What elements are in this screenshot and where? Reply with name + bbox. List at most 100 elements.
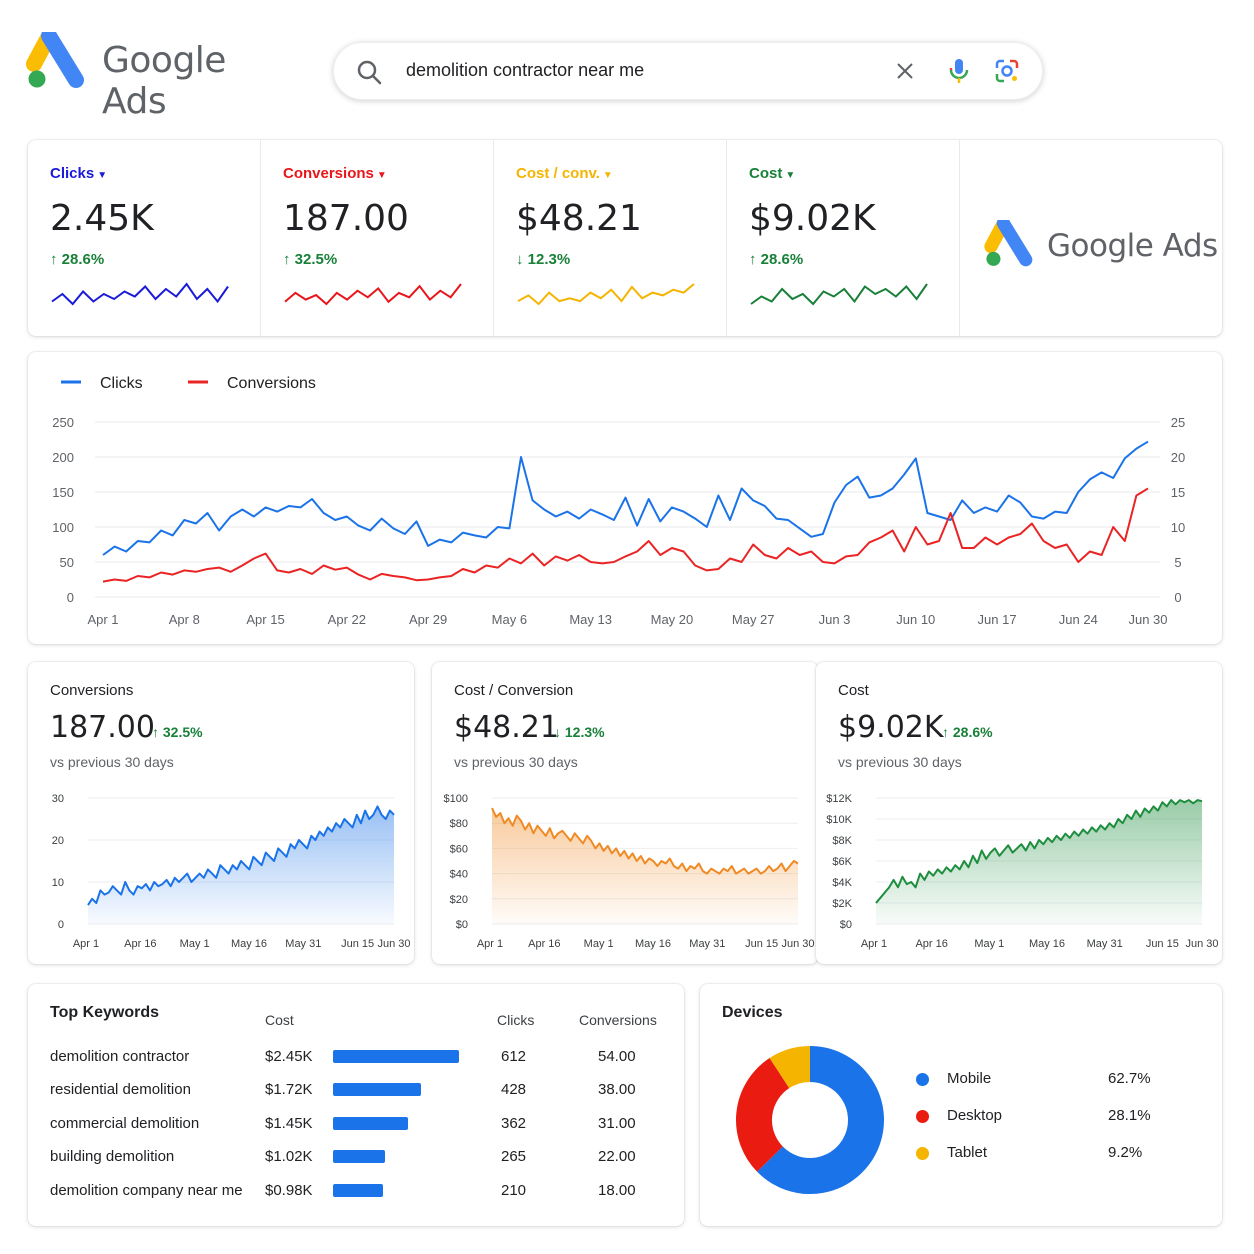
cost-bar <box>333 1150 385 1163</box>
y-axis-tick-label: $0 <box>456 919 468 931</box>
x-axis-tick-label: Jun 10 <box>896 612 935 627</box>
cost-cell: $1.72K <box>265 1081 313 1098</box>
kpi-label[interactable]: Clicks ▼ <box>50 165 108 182</box>
kpi-delta: ↑ 28.6% <box>749 251 804 268</box>
cost-bar <box>333 1184 383 1197</box>
conversions-cell: 18.00 <box>598 1182 636 1199</box>
devices-card: Devices Mobile 62.7% Desktop 28.1% Table… <box>700 984 1222 1226</box>
x-axis-tick-label: May 27 <box>732 612 775 627</box>
conversions-cell: 22.00 <box>598 1148 636 1165</box>
x-axis-tick-label: May 16 <box>231 938 267 950</box>
arrow-down-icon: ↓ <box>554 724 565 740</box>
kpi-sparkline <box>284 283 462 306</box>
x-axis-tick-label: May 13 <box>569 612 612 627</box>
y-axis-tick-label: 50 <box>60 555 74 570</box>
y-axis-right-tick-label: 0 <box>1174 590 1181 605</box>
kpi-card-clicks[interactable]: Clicks ▼ 2.45K ↑ 28.6% <box>28 140 261 336</box>
caret-down-icon: ▼ <box>602 170 613 181</box>
clicks-cell: 265 <box>501 1148 527 1165</box>
y-axis-tick-label: 0 <box>58 919 64 931</box>
y-axis-tick-label: 30 <box>52 793 64 805</box>
cost-cell: $0.98K <box>265 1182 313 1199</box>
kpi-sparkline <box>750 283 928 306</box>
donut-slice-mobile[interactable] <box>757 1046 884 1194</box>
kpi-sparkline <box>51 282 229 306</box>
y-axis-tick-label: $20 <box>450 894 468 906</box>
google-lens-icon[interactable] <box>994 58 1020 84</box>
legend-label: Conversions <box>227 375 316 392</box>
table-row[interactable]: commercial demolition $1.45K 362 31.00 <box>28 1115 684 1149</box>
legend-item-desktop[interactable]: Desktop 28.1% <box>916 1107 1156 1129</box>
kpi-card-cost[interactable]: Cost ▼ $9.02K ↑ 28.6% <box>727 140 960 336</box>
legend-dot <box>916 1110 929 1123</box>
legend-dot <box>916 1073 929 1086</box>
x-axis-tick-label: Apr 16 <box>528 938 560 950</box>
cost-card: Cost $9.02K ↑ 28.6% vs previous 30 days … <box>816 662 1222 964</box>
card-delta: ↑ 32.5% <box>152 724 203 740</box>
table-row[interactable]: demolition company near me $0.98K 210 18… <box>28 1182 684 1216</box>
x-axis-tick-label: May 16 <box>635 938 671 950</box>
close-icon[interactable] <box>894 60 916 82</box>
y-axis-tick-label: $12K <box>826 793 852 805</box>
legend-item-mobile[interactable]: Mobile 62.7% <box>916 1070 1156 1092</box>
sparkline-series <box>284 283 462 306</box>
kpi-value: $48.21 <box>516 198 642 239</box>
y-axis-tick-label: $2K <box>832 898 852 910</box>
keyword-cell: demolition contractor <box>50 1048 190 1065</box>
cost-bar <box>333 1083 421 1096</box>
clicks-cell: 210 <box>501 1182 527 1199</box>
card-title: Devices <box>722 1004 783 1021</box>
x-axis-tick-label: Apr 1 <box>87 612 118 627</box>
kpi-label[interactable]: Cost ▼ <box>749 165 796 182</box>
legend-item-tablet[interactable]: Tablet 9.2% <box>916 1144 1156 1166</box>
kpi-delta: ↓ 12.3% <box>516 251 571 268</box>
google-ads-logo: Google Ads <box>26 30 286 122</box>
kpi-label[interactable]: Cost / conv. ▼ <box>516 165 613 182</box>
x-axis-tick-label: Apr 1 <box>73 938 99 950</box>
x-axis-tick-label: Apr 29 <box>409 612 447 627</box>
donut-slice-desktop[interactable] <box>736 1058 790 1172</box>
legend-percent: 28.1% <box>1108 1107 1151 1124</box>
search-input[interactable]: demolition contractor near me <box>406 60 645 80</box>
x-axis-tick-label: Jun 3 <box>819 612 851 627</box>
y-axis-tick-label: $60 <box>450 843 468 855</box>
kpi-card-cost-per-conv[interactable]: Cost / conv. ▼ $48.21 ↓ 12.3% <box>494 140 727 336</box>
y-axis-tick-label: $8K <box>832 835 852 847</box>
x-axis-tick-label: May 31 <box>1087 938 1123 950</box>
table-row[interactable]: residential demolition $1.72K 428 38.00 <box>28 1081 684 1115</box>
conversions-cell: 54.00 <box>598 1048 636 1065</box>
y-axis-tick-label: 20 <box>52 835 64 847</box>
sparkline-series <box>750 283 928 306</box>
legend-dot <box>916 1147 929 1160</box>
series-line <box>87 805 395 906</box>
y-axis-tick-label: 100 <box>52 520 74 535</box>
card-delta: ↓ 12.3% <box>554 724 605 740</box>
donut-slice-tablet[interactable] <box>769 1046 811 1089</box>
series-line <box>491 807 799 875</box>
column-header-conversions[interactable]: Conversions <box>579 1012 657 1028</box>
microphone-icon[interactable] <box>948 57 970 85</box>
top-keywords-table: Top Keywords Cost Clicks Conversions dem… <box>28 984 684 1226</box>
cost-cell: $1.45K <box>265 1115 313 1132</box>
x-axis-tick-label: Jun 30 <box>1185 938 1218 950</box>
y-axis-tick-label: 150 <box>52 485 74 500</box>
table-row[interactable]: building demolition $1.02K 265 22.00 <box>28 1148 684 1182</box>
x-axis-tick-label: Jun 17 <box>978 612 1017 627</box>
table-row[interactable]: demolition contractor $2.45K 612 54.00 <box>28 1048 684 1082</box>
column-header-cost[interactable]: Cost <box>265 1012 294 1028</box>
column-header-clicks[interactable]: Clicks <box>497 1012 535 1028</box>
keyword-cell: demolition company near me <box>50 1182 243 1199</box>
x-axis-tick-label: Jun 15 <box>1146 938 1179 950</box>
search-bar[interactable]: demolition contractor near me <box>333 42 1043 100</box>
x-axis-tick-label: May 1 <box>180 938 210 950</box>
devices-donut-chart <box>736 1046 884 1194</box>
sparkline-series <box>517 283 695 306</box>
kpi-label[interactable]: Conversions ▼ <box>283 165 387 182</box>
area-fill <box>492 808 798 924</box>
card-title: Conversions <box>50 682 134 699</box>
y-axis-tick-label: $100 <box>444 793 468 805</box>
x-axis-tick-label: Apr 8 <box>169 612 200 627</box>
kpi-card-conversions[interactable]: Conversions ▼ 187.00 ↑ 32.5% <box>261 140 494 336</box>
x-axis-tick-label: May 31 <box>285 938 321 950</box>
clicks-cell: 362 <box>501 1115 527 1132</box>
